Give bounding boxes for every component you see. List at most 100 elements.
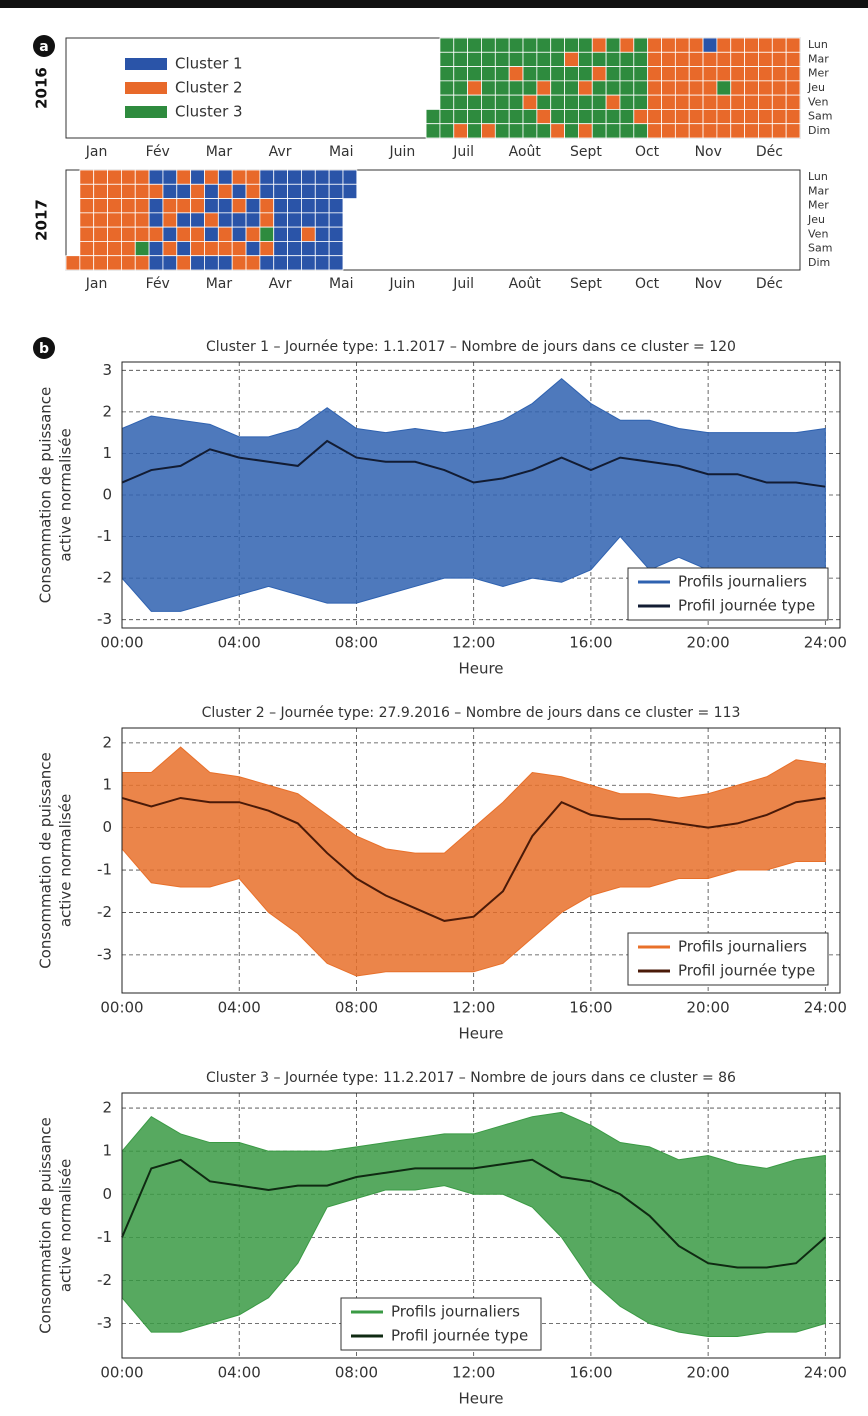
day-cell [619,109,635,125]
day-cell [702,37,718,53]
day-cell [702,94,718,110]
day-cell [550,80,565,96]
day-cell [176,241,192,257]
day-cell [79,226,95,242]
day-cell [93,169,108,185]
x-tick-label: 24:00 [804,634,847,652]
month-label: Mai [329,276,354,292]
day-cell [716,37,732,53]
day-label: Jeu [807,81,825,94]
month-label: Juin [389,276,416,292]
day-cell [591,66,607,82]
day-cell [301,183,316,199]
day-cell [730,123,746,139]
y-tick-label: 1 [102,1142,112,1160]
legend-label: Cluster 3 [175,103,243,121]
day-cell [439,66,455,82]
day-cell [758,51,773,67]
day-cell [481,51,496,67]
day-cell [93,226,108,242]
y-tick-label: 2 [102,402,112,420]
day-cell [259,226,275,242]
month-label: Août [509,144,542,160]
y-axis-label: Consommation de puissance [37,752,55,969]
day-cell [162,255,178,271]
day-cell [217,183,233,199]
panel-label: b [39,341,49,357]
legend-label: Profil journée type [391,1327,528,1345]
day-cell [425,109,441,125]
day-cell [453,80,469,96]
day-cell [245,169,261,185]
y-tick-label: 3 [102,361,112,379]
month-label: Sept [570,276,602,292]
day-cell [578,109,593,125]
typical-profile [121,439,826,488]
day-cell [148,241,164,257]
day-cell [508,51,524,67]
y-axis-label: Consommation de puissance [37,387,55,604]
day-cell [217,226,233,242]
day-cell [328,183,344,199]
day-cell [93,255,108,271]
legend-swatch [125,58,167,70]
day-cell [217,212,233,228]
day-cell [120,255,136,271]
day-cell [259,212,275,228]
day-cell [231,169,247,185]
day-cell [273,226,288,242]
x-tick-label: 12:00 [452,634,495,652]
x-axis-label: Heure [458,660,503,678]
legend-swatch [125,106,167,118]
day-cell [619,123,635,139]
day-cell [744,94,759,110]
month-label: Déc [756,144,783,160]
day-cell [439,37,455,53]
day-cell [633,94,649,110]
day-cell [730,80,746,96]
day-cell [328,169,344,185]
day-label: Mar [808,52,829,65]
day-cell [661,37,676,53]
day-cell [453,109,469,125]
day-cell [661,80,676,96]
day-cell [467,51,482,67]
x-tick-label: 12:00 [452,1364,495,1382]
day-cell [744,80,759,96]
day-cell [688,51,704,67]
day-cell [744,37,759,53]
day-cell [550,51,565,67]
day-cell [245,226,261,242]
day-cell [619,37,635,53]
day-cell [522,80,538,96]
day-cell [453,51,469,67]
day-cell [605,51,621,67]
day-cell [494,37,510,53]
day-cell [702,66,718,82]
day-cell [481,94,496,110]
x-tick-label: 08:00 [335,1364,378,1382]
day-cell [453,37,469,53]
day-cell [245,212,261,228]
x-tick-label: 24:00 [804,999,847,1017]
y-tick-label: 0 [102,1185,112,1203]
month-label: Fév [146,144,170,160]
day-cell [481,123,496,139]
axes-frame [121,361,841,629]
day-cell [120,241,136,257]
day-cell [259,183,275,199]
day-cell [439,80,455,96]
day-cell [481,80,496,96]
day-cell [494,109,510,125]
day-cell [162,212,178,228]
legend-label: Profils journaliers [391,1303,520,1321]
day-cell [481,109,496,125]
day-cell [522,94,538,110]
day-label: Mar [808,184,829,197]
month-label: Jan [85,276,108,292]
day-cell [564,66,579,82]
day-cell [744,51,759,67]
year-label: 2016 [33,67,51,109]
day-cell [259,198,275,214]
